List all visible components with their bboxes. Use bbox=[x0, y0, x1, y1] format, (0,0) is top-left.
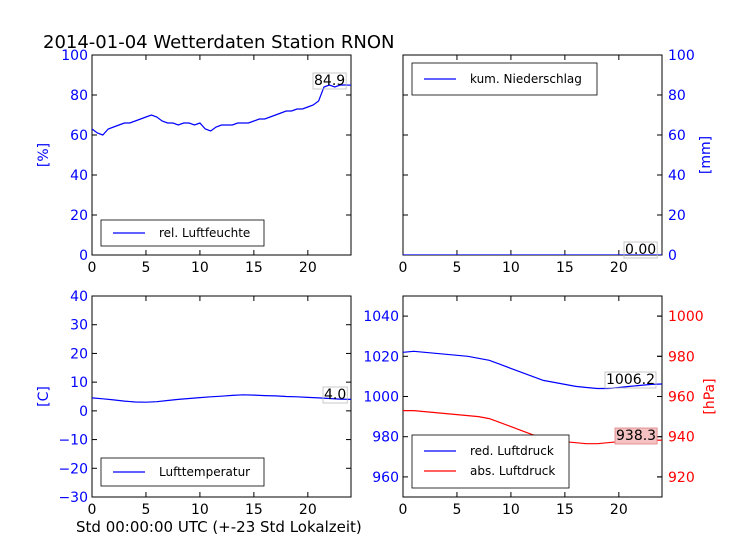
x-axis-label-bottom: Std 00:00:00 UTC (+-23 Std Lokalzeit) bbox=[76, 518, 362, 536]
y-tick-label: 960 bbox=[372, 470, 399, 486]
y-tick-label-right: 940 bbox=[668, 430, 695, 446]
x-tick-label: 15 bbox=[556, 260, 574, 276]
y-tick-label: 0 bbox=[79, 248, 88, 264]
x-tick-label: 20 bbox=[610, 502, 628, 518]
panel-temperature: 0 5 10 15 20 −30 −20 −10 0 10 20 30 40 [C] Lufttempera… bbox=[36, 289, 352, 518]
legend-label: Lufttemperatur bbox=[159, 465, 250, 479]
value-annotation: 84.9 bbox=[314, 73, 345, 89]
y-tick-label: 20 bbox=[70, 346, 88, 362]
y-tick-label: 100 bbox=[668, 48, 695, 64]
y-tick-label: 80 bbox=[70, 88, 88, 104]
y-axis-label: [mm] bbox=[698, 136, 714, 174]
y-tick-label-right: 960 bbox=[668, 390, 695, 406]
x-tick-label: 10 bbox=[502, 502, 520, 518]
annotation-box bbox=[322, 386, 348, 404]
y-tick-label: 30 bbox=[70, 318, 88, 334]
legend-label: rel. Luftfeuchte bbox=[159, 226, 250, 240]
legend-label: red. Luftdruck bbox=[470, 444, 554, 458]
y-tick-label: 40 bbox=[70, 168, 88, 184]
series-line-1 bbox=[92, 84, 351, 136]
series-line-1 bbox=[403, 350, 662, 390]
panel-humidity: 0 5 10 15 20 0 20 40 60 80 100 [%] rel. Luftfeuchte 8… bbox=[36, 48, 352, 276]
value-annotation: 0.00 bbox=[625, 242, 656, 258]
value-annotation: 4.0 bbox=[324, 387, 346, 403]
x-tick-label: 20 bbox=[299, 502, 317, 518]
y-tick-label: 10 bbox=[70, 375, 88, 391]
y-tick-label: 40 bbox=[70, 289, 88, 305]
x-tick-label: 10 bbox=[502, 260, 520, 276]
x-tick-label: 5 bbox=[452, 502, 461, 518]
y-tick-label: −30 bbox=[58, 490, 88, 506]
x-tick-label: 15 bbox=[556, 502, 574, 518]
y-tick-label: 1040 bbox=[363, 309, 399, 325]
legend-label: abs. Luftdruck bbox=[470, 464, 555, 478]
x-tick-label: 0 bbox=[399, 502, 408, 518]
x-tick-label: 0 bbox=[399, 260, 408, 276]
y-tick-label: 80 bbox=[668, 88, 686, 104]
x-tick-label: 5 bbox=[141, 502, 150, 518]
x-tick-label: 0 bbox=[88, 260, 97, 276]
panel-pressure: 0 5 10 15 20 960 980 1000 1020 1040 920 940 960 980 10… bbox=[363, 295, 718, 518]
y-tick-label: −10 bbox=[58, 433, 88, 449]
x-tick-label: 20 bbox=[299, 260, 317, 276]
series-line-1 bbox=[92, 394, 351, 403]
x-tick-label: 5 bbox=[452, 260, 461, 276]
annotation-box bbox=[312, 72, 347, 90]
annotation-box-right bbox=[614, 427, 658, 445]
value-annotation-right: 938.3 bbox=[616, 428, 656, 444]
legend-box bbox=[411, 434, 570, 489]
y-tick-label-right: 1000 bbox=[668, 309, 704, 325]
y-tick-label: 0 bbox=[668, 248, 677, 264]
y-tick-label-right: 920 bbox=[668, 470, 695, 486]
y-tick-label: 100 bbox=[61, 48, 88, 64]
y-tick-label: 60 bbox=[668, 128, 686, 144]
y-axis-label-right: [hPa] bbox=[702, 378, 718, 414]
legend-box bbox=[100, 219, 265, 247]
y-tick-label: 1020 bbox=[363, 349, 399, 365]
x-tick-label: 5 bbox=[141, 260, 150, 276]
y-tick-label: 60 bbox=[70, 128, 88, 144]
legend-label: kum. Niederschlag bbox=[470, 72, 582, 86]
x-tick-label: 0 bbox=[88, 502, 97, 518]
x-tick-label: 20 bbox=[610, 260, 628, 276]
y-tick-label: 20 bbox=[70, 208, 88, 224]
y-tick-label: 40 bbox=[668, 168, 686, 184]
figure-title: 2014-01-04 Wetterdaten Station RNON bbox=[43, 32, 394, 53]
x-tick-label: 15 bbox=[245, 502, 263, 518]
y-axis-label: [C] bbox=[36, 386, 52, 407]
annotation-box bbox=[604, 371, 657, 389]
y-tick-label: 980 bbox=[372, 430, 399, 446]
value-annotation: 1006.2 bbox=[606, 372, 655, 388]
x-tick-label: 10 bbox=[191, 260, 209, 276]
y-tick-label: 0 bbox=[79, 404, 88, 420]
panel-precipitation: 0 5 10 15 20 0 20 40 60 80 100 [mm] kum. Niederschla… bbox=[399, 48, 714, 276]
y-tick-label: 20 bbox=[668, 208, 686, 224]
x-tick-label: 15 bbox=[245, 260, 263, 276]
annotation-box bbox=[623, 241, 658, 259]
y-tick-label: 1000 bbox=[363, 390, 399, 406]
y-tick-label: −20 bbox=[58, 461, 88, 477]
y-tick-label-right: 980 bbox=[668, 349, 695, 365]
x-tick-label: 10 bbox=[191, 502, 209, 518]
y-axis-label: [%] bbox=[36, 143, 52, 167]
